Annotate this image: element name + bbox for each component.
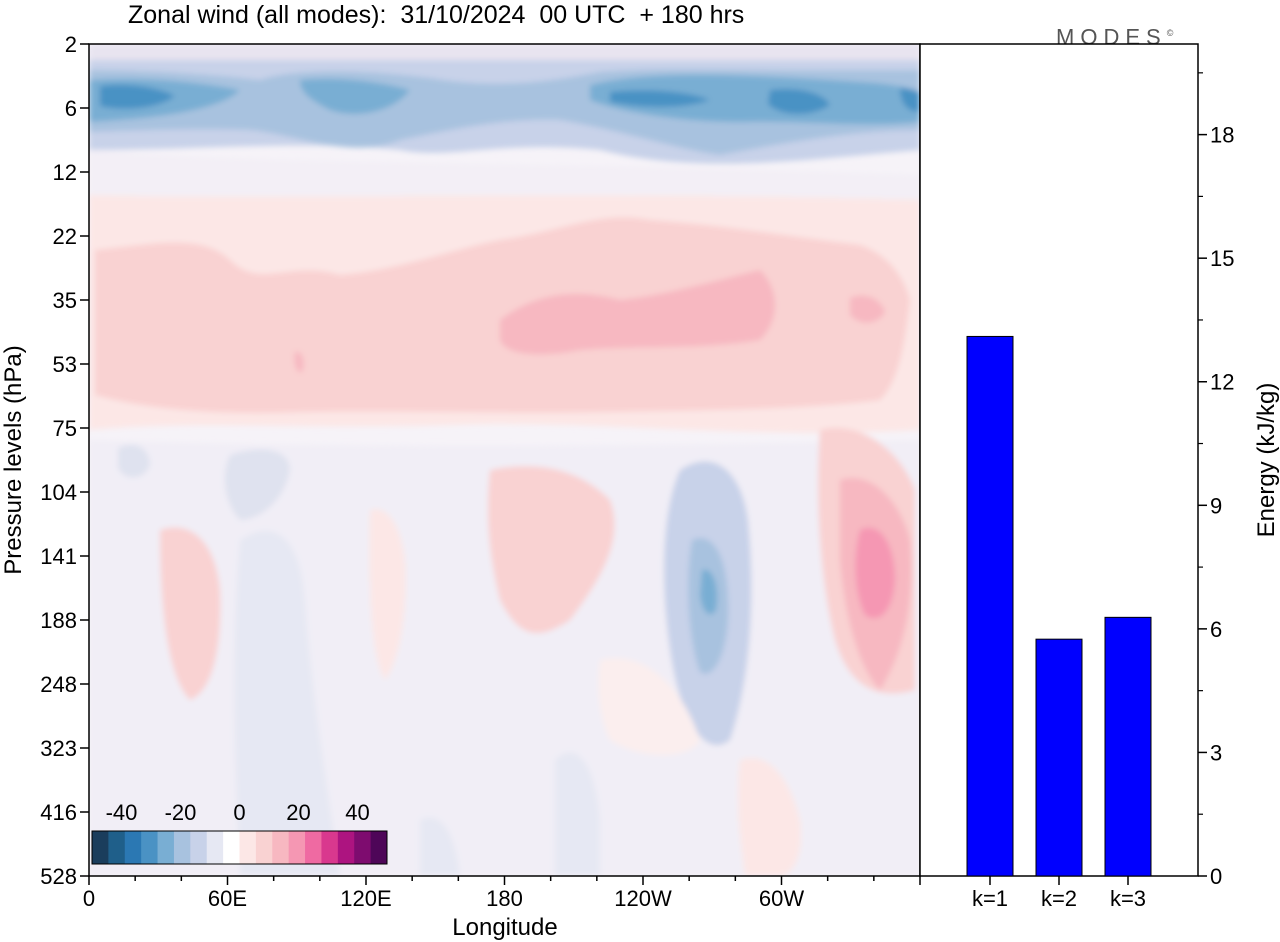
x-tick-label: 120E — [340, 886, 391, 911]
y-tick-label: 75 — [53, 416, 77, 441]
x-tick-label: 180 — [486, 886, 523, 911]
colorbar-swatch — [108, 831, 126, 864]
field-region — [737, 758, 801, 876]
field-region — [610, 90, 710, 107]
y-tick-label: 141 — [40, 544, 77, 569]
y-tick-label: 6 — [65, 96, 77, 121]
field-region — [294, 351, 304, 373]
colorbar-swatch — [370, 831, 388, 864]
y-tick-label: 22 — [53, 224, 77, 249]
y-tick-label: 12 — [53, 160, 77, 185]
field-region — [500, 270, 775, 355]
field-region — [224, 449, 290, 520]
colorbar-swatch — [92, 831, 109, 864]
chart-title: Zonal wind (all modes): 31/10/2024 00 UT… — [128, 1, 745, 29]
colorbar-swatch — [173, 831, 191, 864]
field-region — [420, 817, 460, 876]
y-tick-label: 104 — [40, 480, 77, 505]
y-tick-label: 188 — [40, 608, 77, 633]
x-tick-label: 120W — [614, 886, 672, 911]
colorbar-swatch — [337, 831, 355, 864]
colorbar-swatches — [92, 831, 388, 864]
energy-tick-label: 12 — [1210, 370, 1234, 395]
bars — [966, 335, 1152, 877]
x-axis-longitude: 0 60E 120E 180 120W 60W — [83, 876, 921, 911]
colorbar-swatch — [157, 831, 175, 864]
field-region — [590, 74, 920, 125]
field-region — [89, 44, 920, 64]
y-tick-label: 53 — [53, 352, 77, 377]
field-region — [100, 84, 175, 109]
colorbar-label: 0 — [233, 800, 245, 825]
field-region — [118, 444, 150, 478]
bar-x-tick-label: k=1 — [972, 886, 1008, 911]
field-region — [855, 527, 895, 619]
colorbar-swatch — [354, 831, 372, 864]
energy-tick-label: 9 — [1210, 493, 1222, 518]
heatmap-field — [88, 43, 921, 877]
colorbar-swatch — [321, 831, 339, 864]
colorbar-swatch — [288, 831, 306, 864]
field-region — [555, 752, 600, 876]
y-tick-label: 528 — [40, 864, 77, 889]
field-region — [700, 569, 718, 615]
colorbar-swatch — [272, 831, 290, 864]
x-tick-label: 0 — [83, 886, 95, 911]
y-tick-label: 323 — [40, 736, 77, 761]
colorbar-swatch — [124, 831, 142, 864]
colorbar-swatch — [239, 831, 257, 864]
y-axis-label: Pressure levels (hPa) — [0, 345, 27, 574]
colorbar-label: 20 — [286, 800, 310, 825]
colorbar-label: -40 — [106, 800, 138, 825]
colorbar-swatch — [223, 831, 240, 864]
colorbar: -40 -20 0 20 40 — [91, 800, 388, 865]
energy-bar-chart: 0 3 6 9 12 15 18 k=1 k=2 k=3 Energy (kJ/kg) — [919, 43, 1280, 911]
y-axis-pressure: 2 6 12 22 35 53 75 104 141 188 248 323 416 528 — [40, 32, 89, 889]
energy-bar — [1104, 616, 1152, 877]
field-region — [768, 88, 830, 114]
colorbar-label: -20 — [165, 800, 197, 825]
y-tick-label: 248 — [40, 672, 77, 697]
x-tick-label: 60W — [759, 886, 804, 911]
colorbar-swatch — [305, 831, 322, 864]
y-axis-energy-label: Energy (kJ/kg) — [1253, 383, 1280, 538]
field-region — [488, 466, 615, 634]
colorbar-swatch — [141, 831, 158, 864]
y-axis-energy: 0 3 6 9 12 15 18 — [1198, 72, 1234, 889]
energy-bar — [966, 335, 1014, 877]
y-tick-label: 2 — [65, 32, 77, 57]
energy-bar — [1035, 638, 1083, 877]
y-tick-label: 416 — [40, 800, 77, 825]
field-region — [234, 530, 340, 876]
field-region — [369, 509, 406, 680]
x-tick-label: 60E — [208, 886, 247, 911]
bar-x-tick-label: k=3 — [1110, 886, 1146, 911]
colorbar-labels: -40 -20 0 20 40 — [106, 800, 370, 825]
energy-tick-label: 6 — [1210, 617, 1222, 642]
colorbar-swatch — [190, 831, 208, 864]
energy-tick-label: 15 — [1210, 246, 1234, 271]
x-axis-label: Longitude — [452, 914, 557, 941]
colorbar-frame — [91, 830, 388, 865]
field-region — [300, 78, 410, 114]
colorbar-swatch — [255, 831, 273, 864]
field-region — [900, 88, 920, 112]
colorbar-swatch — [206, 831, 224, 864]
y-tick-label: 35 — [53, 288, 77, 313]
brand-mark: © — [1166, 28, 1174, 38]
bar-x-axis: k=1 k=2 k=3 — [972, 876, 1146, 911]
energy-tick-label: 18 — [1210, 123, 1234, 148]
bar-x-tick-label: k=2 — [1041, 886, 1077, 911]
field-region — [850, 295, 885, 323]
energy-tick-label: 3 — [1210, 740, 1222, 765]
field-region — [160, 527, 221, 700]
colorbar-label: 40 — [345, 800, 369, 825]
field-region — [598, 658, 700, 755]
energy-tick-label: 0 — [1210, 864, 1222, 889]
